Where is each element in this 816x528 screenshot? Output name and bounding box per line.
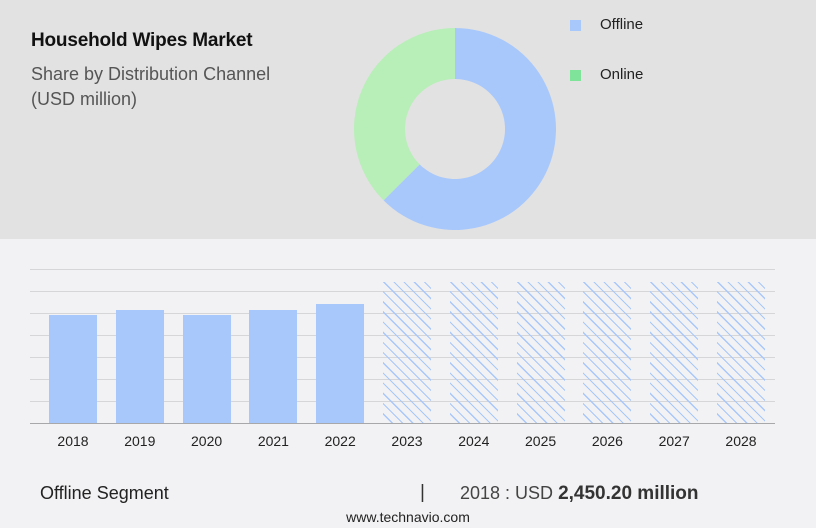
- footer-divider: |: [420, 482, 425, 503]
- gridline: [30, 269, 775, 270]
- donut-svg: [354, 28, 556, 230]
- x-tick-label-2027: 2027: [658, 433, 690, 449]
- bar-2025[interactable]: [516, 282, 565, 423]
- bar-2026[interactable]: [583, 282, 632, 423]
- donut-chart: [353, 27, 557, 231]
- segment-value: 2018 : USD 2,450.20 million: [460, 483, 699, 505]
- x-tick-label-2025: 2025: [525, 433, 557, 449]
- x-tick-label-2028: 2028: [725, 433, 757, 449]
- segment-value-amount: 2,450.20 million: [558, 483, 699, 504]
- donut-slice-offline: [383, 28, 556, 230]
- segment-year-prefix: 2018 : USD: [460, 483, 559, 503]
- top-panel: Household Wipes Market Share by Distribu…: [0, 0, 816, 239]
- bar-2021[interactable]: [249, 310, 298, 423]
- chart-title: Household Wipes Market: [31, 30, 253, 51]
- x-tick-label-2023: 2023: [391, 433, 423, 449]
- legend-item-online[interactable]: Online: [570, 62, 710, 83]
- subtitle-line-1: Share by Distribution Channel: [31, 64, 271, 84]
- x-tick-label-2021: 2021: [257, 433, 289, 449]
- bar-2022[interactable]: [316, 304, 365, 423]
- website-link[interactable]: www.technavio.com: [346, 509, 470, 525]
- bar-chart: 2018 2019 2020 2021 2022 2023 2024 2025 2026 2027…: [0, 239, 816, 459]
- legend-label-online: Online: [600, 66, 644, 83]
- chart-subtitle: Share by Distribution Channel (USD milli…: [31, 62, 270, 112]
- bar-2024[interactable]: [449, 282, 498, 423]
- legend-swatch-online: [570, 70, 581, 81]
- bar-2028[interactable]: [717, 282, 765, 423]
- legend-label-offline: Offline: [600, 16, 644, 33]
- x-axis-baseline: [30, 423, 775, 424]
- x-tick-label-2022: 2022: [324, 433, 356, 449]
- x-tick-label-2018: 2018: [57, 433, 89, 449]
- bar-2027[interactable]: [650, 282, 699, 423]
- bar-2019[interactable]: [115, 310, 164, 423]
- bar-2023[interactable]: [383, 282, 431, 423]
- x-tick-label-2019: 2019: [124, 433, 156, 449]
- bar-2020[interactable]: [182, 315, 231, 423]
- x-tick-label-2024: 2024: [458, 433, 490, 449]
- segment-label: Offline Segment: [40, 483, 169, 503]
- subtitle-line-2: (USD million): [31, 89, 138, 109]
- donut-slice-online: [354, 28, 455, 201]
- x-tick-label-2020: 2020: [191, 433, 223, 449]
- bar-2018[interactable]: [49, 315, 97, 423]
- legend-item-offline[interactable]: Offline: [570, 12, 710, 33]
- x-tick-label-2026: 2026: [591, 433, 623, 449]
- legend-swatch-offline: [570, 20, 581, 31]
